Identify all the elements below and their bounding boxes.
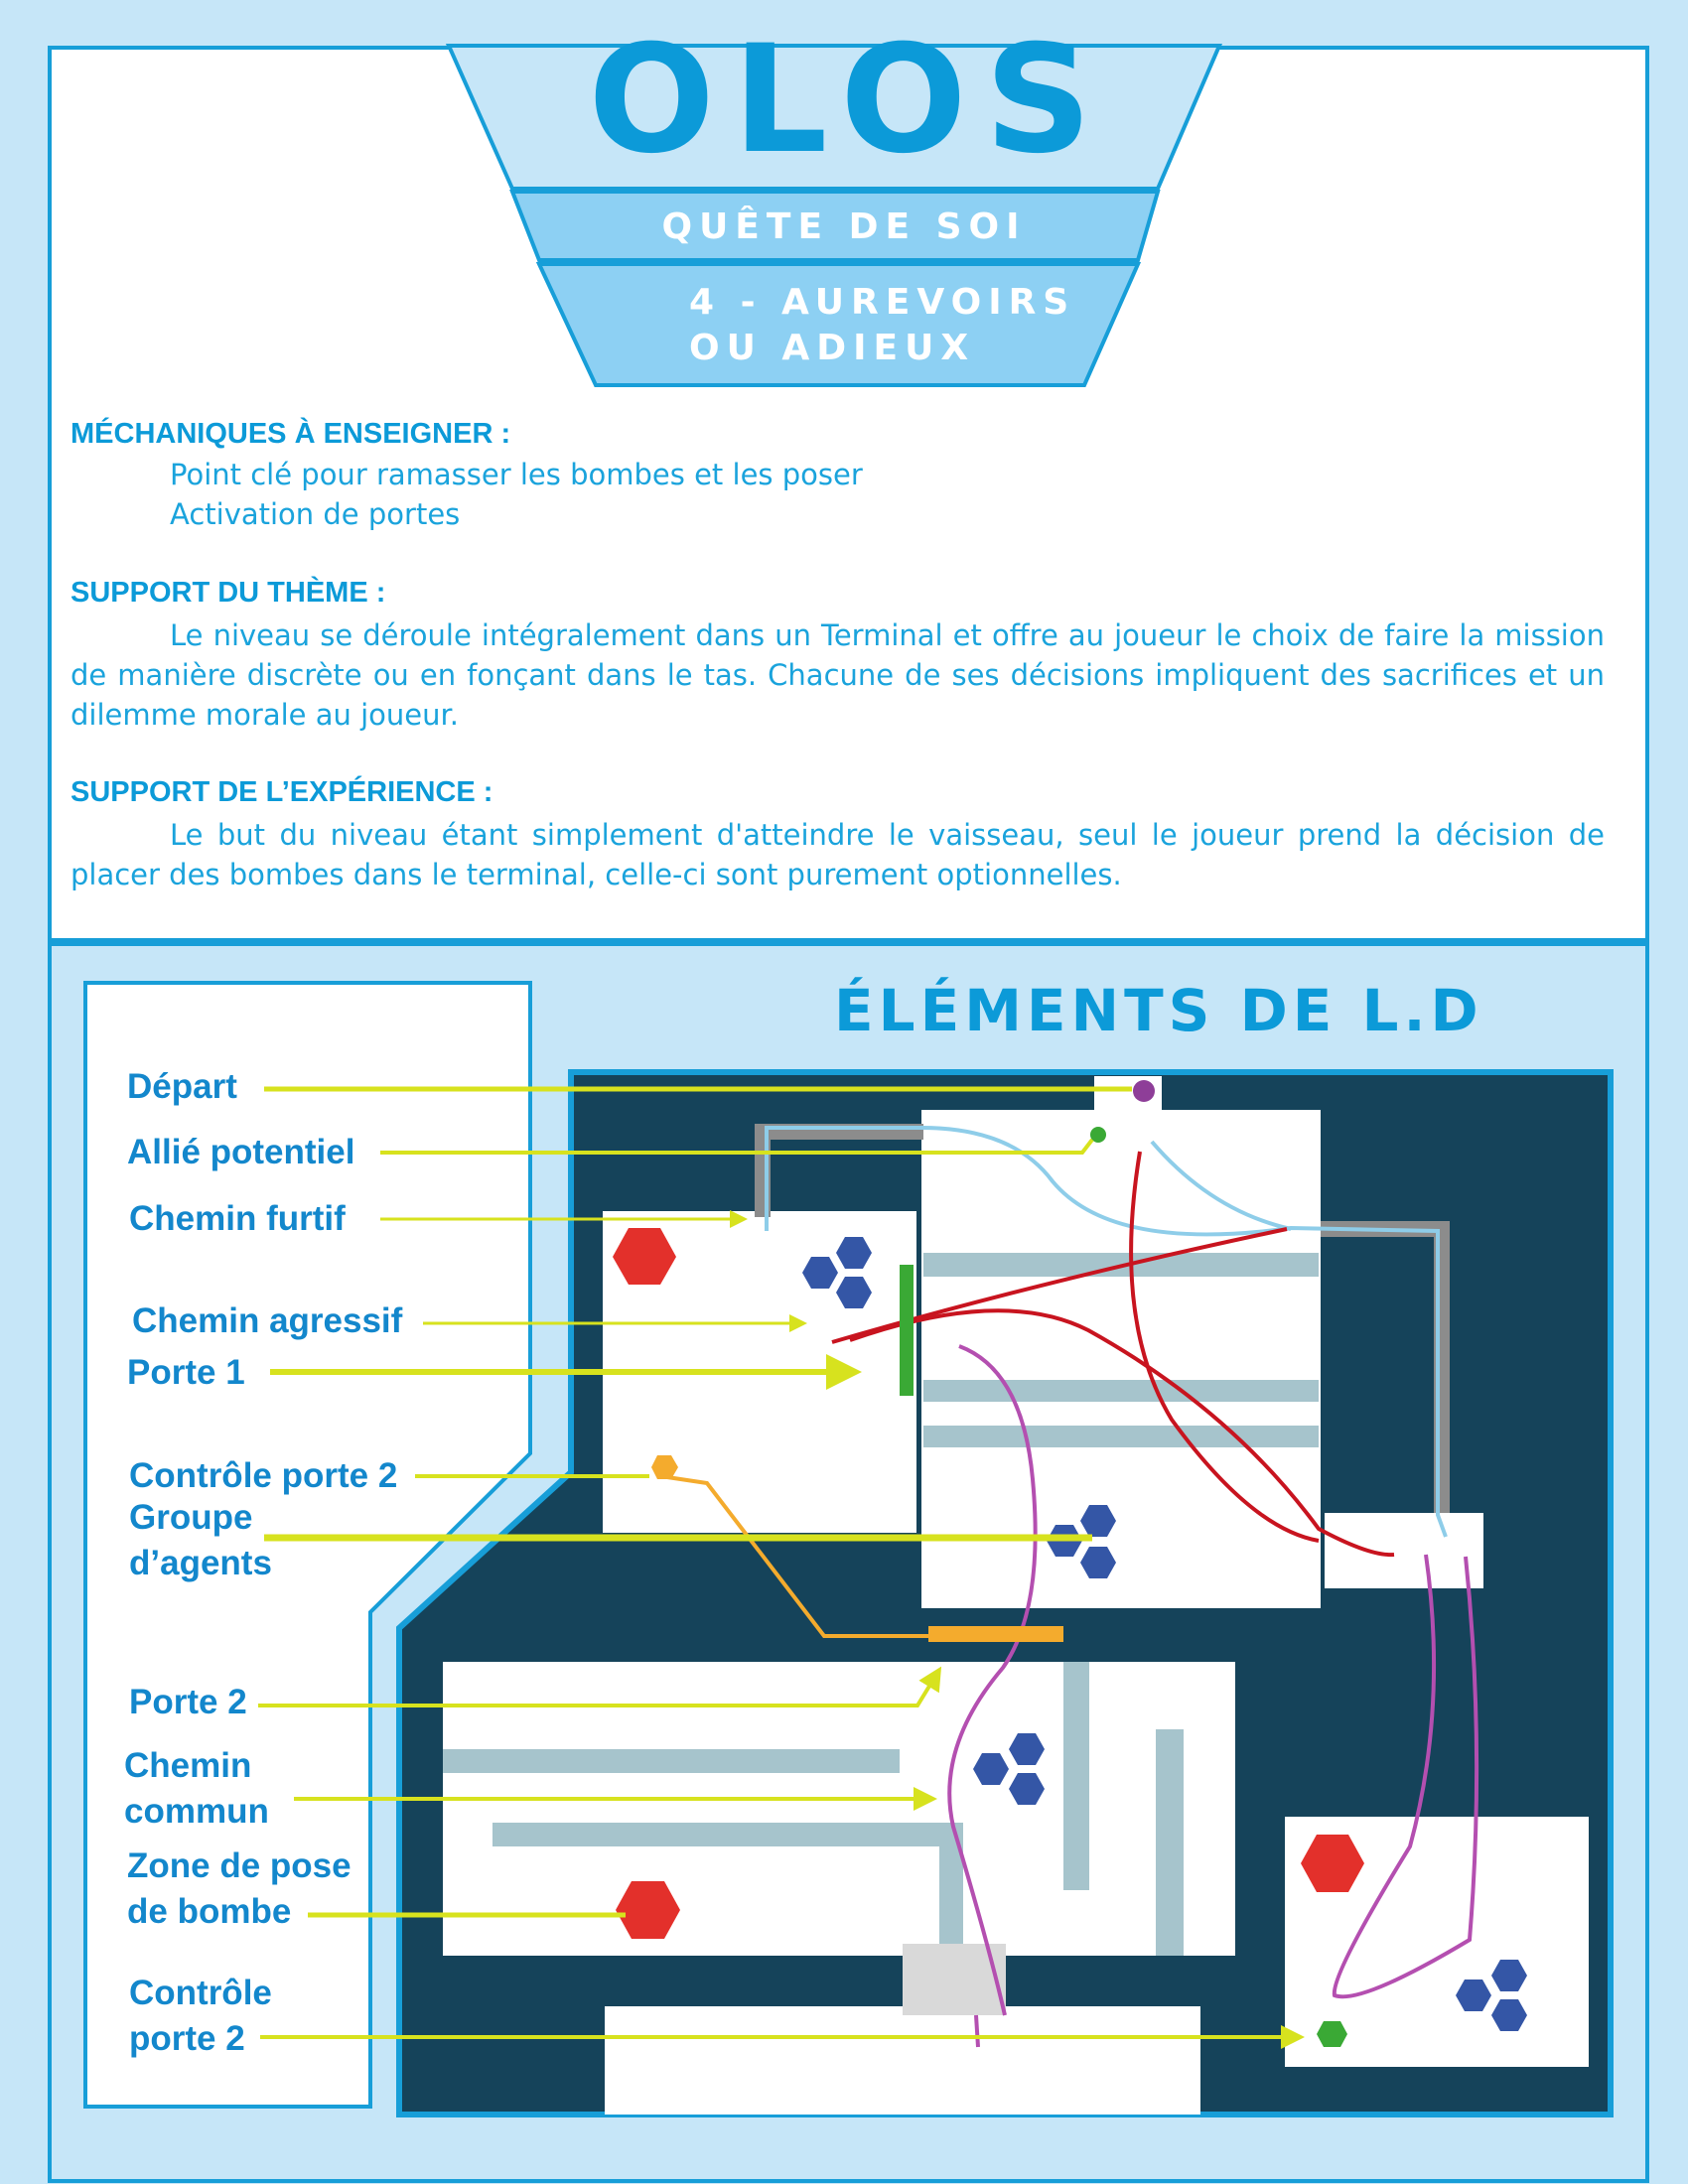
cover-wall bbox=[923, 1380, 1319, 1402]
ld-elements-panel bbox=[48, 942, 1649, 2183]
mechanics-heading: MÉCHANIQUES À ENSEIGNER : bbox=[70, 418, 511, 450]
legend-label-control-b-line1: Contrôle bbox=[129, 1974, 272, 2012]
cover-wall bbox=[1063, 1662, 1089, 1890]
door-2-wire bbox=[666, 1475, 929, 1638]
legend-label-agents: Groupe d’agents bbox=[129, 1495, 272, 1586]
legend-label-door-2-control-b: Contrôle porte 2 bbox=[129, 1971, 272, 2062]
door-2 bbox=[928, 1626, 1063, 1642]
header-banner bbox=[445, 44, 1223, 387]
legend-label-bomb-line1: Zone de pose bbox=[127, 1846, 352, 1885]
cover-wall bbox=[1156, 1729, 1184, 1956]
legend-label-stealth: Chemin furtif bbox=[129, 1199, 346, 1238]
legend-label-common-line2: commun bbox=[124, 1792, 269, 1831]
door-1 bbox=[900, 1265, 914, 1396]
ld-section-title: ÉLÉMENTS DE L.D bbox=[834, 977, 1483, 1044]
cover-wall bbox=[492, 1823, 963, 1946]
legend-label-door-2: Porte 2 bbox=[129, 1683, 247, 1721]
page-subtitle: QUÊTE DE SOI bbox=[661, 206, 1027, 247]
start-marker bbox=[1133, 1080, 1155, 1102]
cover-wall bbox=[443, 1749, 900, 1773]
mechanics-item: Point clé pour ramasser les bombes et le… bbox=[170, 458, 863, 491]
bottom-room bbox=[605, 2006, 1200, 2115]
legend-label-agents-line2: d’agents bbox=[129, 1544, 272, 1582]
bomb-zone bbox=[616, 1881, 680, 1939]
central-room bbox=[921, 1110, 1321, 1608]
legend-label-common-line1: Chemin bbox=[124, 1746, 252, 1785]
legend-label-common-path: Chemin commun bbox=[124, 1743, 269, 1835]
door-2-control-b bbox=[1317, 2021, 1347, 2047]
experience-heading: SUPPORT DE L’EXPÉRIENCE : bbox=[70, 776, 493, 808]
agent-group bbox=[1047, 1505, 1116, 1578]
mechanics-item: Activation de portes bbox=[170, 497, 461, 531]
vent-duct bbox=[755, 1124, 923, 1217]
legend-box bbox=[83, 981, 532, 2109]
page-title: OLOS bbox=[588, 14, 1110, 187]
bomb-zone bbox=[613, 1228, 676, 1285]
stealth-path bbox=[1150, 1140, 1292, 1231]
east-corridor bbox=[1325, 1513, 1483, 1588]
chapter-title-line2: OU ADIEUX bbox=[689, 328, 976, 368]
legend-label-control-b-line2: porte 2 bbox=[129, 2019, 245, 2058]
ally-marker bbox=[1090, 1127, 1106, 1143]
chapter-banner-shape bbox=[535, 262, 1142, 387]
cover-wall bbox=[923, 1426, 1319, 1447]
arrow-ally bbox=[380, 1138, 1094, 1155]
legend-label-bomb-zone: Zone de pose de bombe bbox=[127, 1843, 352, 1935]
bomb-zone bbox=[1301, 1835, 1364, 1892]
theme-heading: SUPPORT DU THÈME : bbox=[70, 577, 386, 609]
agent-group bbox=[1456, 1960, 1527, 2031]
legend-label-ally: Allié potentiel bbox=[127, 1133, 355, 1171]
aggressive-path bbox=[849, 1308, 1395, 1558]
title-banner-shape bbox=[445, 44, 1223, 191]
common-path bbox=[974, 2014, 980, 2048]
experience-text: Le but du niveau étant simplement d'atte… bbox=[70, 818, 1605, 891]
theme-text: Le niveau se déroule intégralement dans … bbox=[70, 618, 1605, 732]
legend-label-bomb-line2: de bombe bbox=[127, 1892, 292, 1931]
agent-group bbox=[802, 1237, 872, 1308]
stealth-path bbox=[765, 1126, 1448, 1538]
aggressive-path bbox=[1129, 1151, 1320, 1543]
common-path bbox=[1332, 1554, 1479, 1999]
chapter-title-line1: 4 - AUREVOIRS bbox=[689, 282, 1076, 323]
legend-label-start: Départ bbox=[127, 1067, 237, 1106]
subtitle-banner-shape bbox=[509, 190, 1161, 262]
arrow-door-2 bbox=[258, 1666, 942, 1707]
door-2-control-a bbox=[651, 1455, 678, 1479]
south-room bbox=[443, 1662, 1235, 1956]
legend-arrows bbox=[258, 1086, 1305, 2049]
chapter-title: 4 - AUREVOIRS OU ADIEUX bbox=[689, 280, 1075, 371]
legend-label-agents-line1: Groupe bbox=[129, 1498, 253, 1537]
legend-label-door-2-control: Contrôle porte 2 bbox=[129, 1456, 398, 1495]
legend-label-aggressive: Chemin agressif bbox=[132, 1301, 403, 1340]
common-path bbox=[947, 1344, 1038, 2016]
legend-label-door-1: Porte 1 bbox=[127, 1353, 245, 1392]
agent-group bbox=[973, 1733, 1045, 1805]
